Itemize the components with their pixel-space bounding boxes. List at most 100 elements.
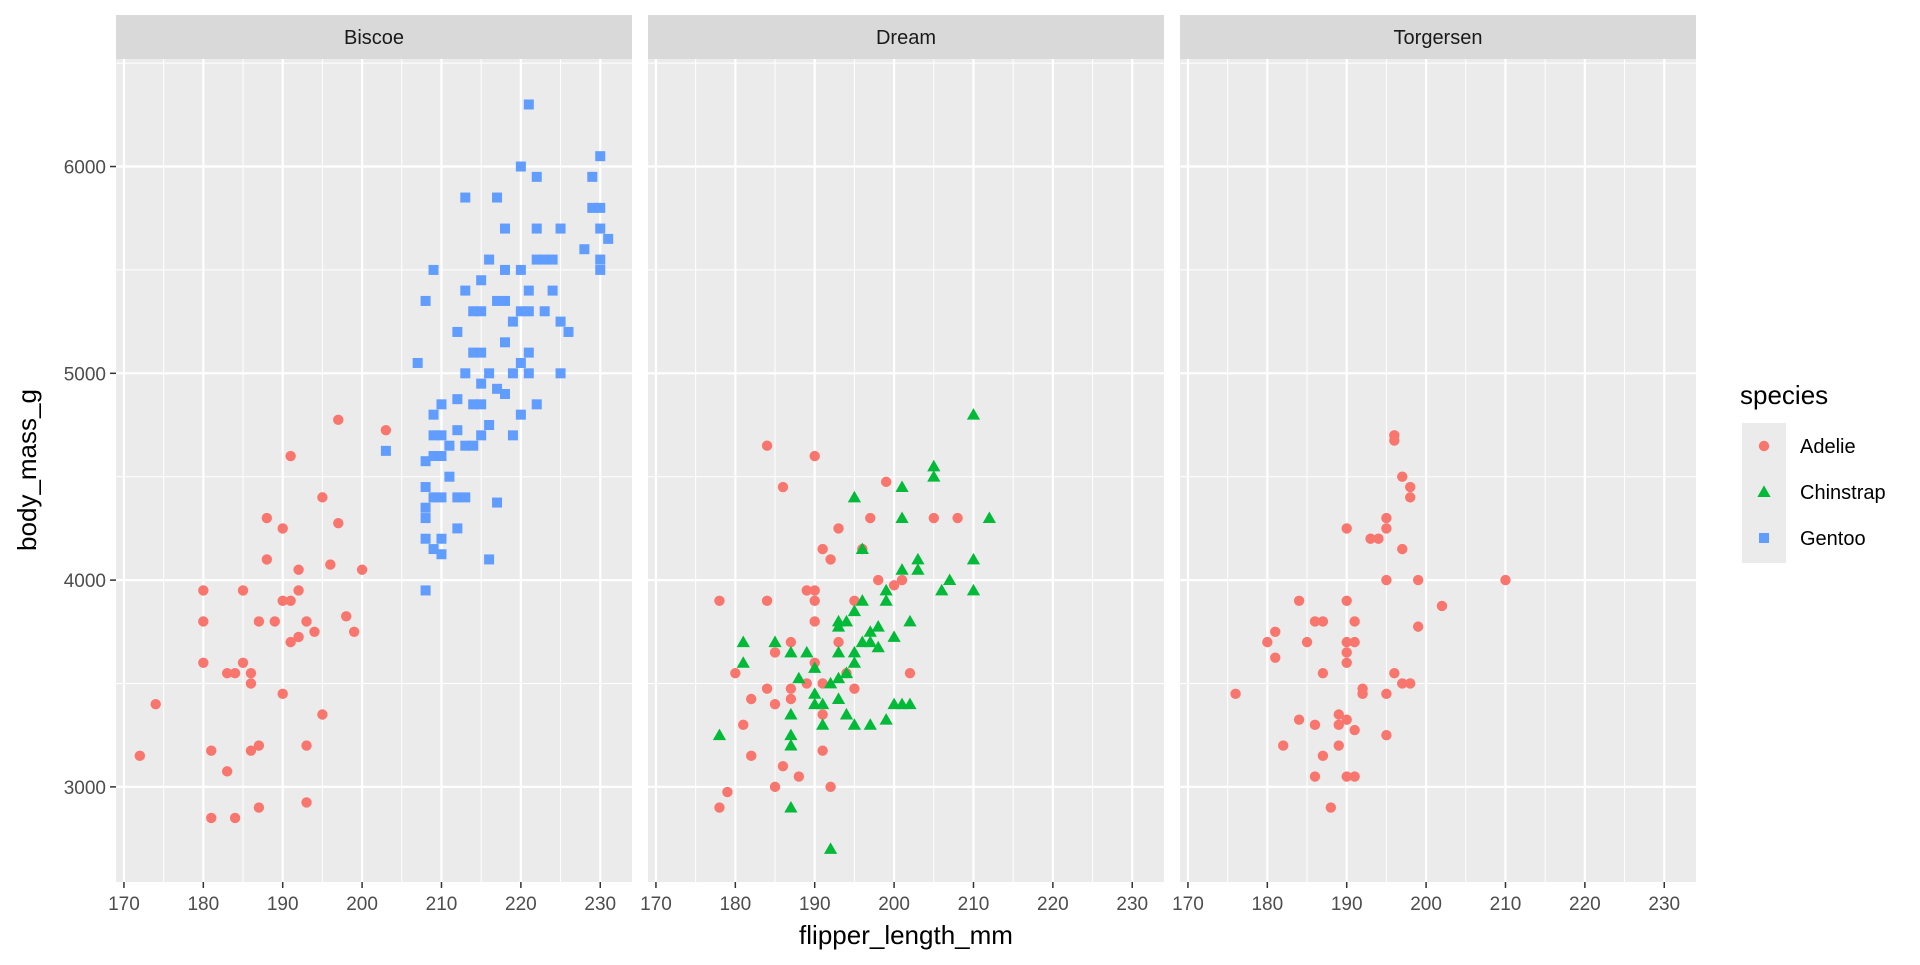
data-point-gentoo: [484, 368, 495, 379]
data-point-chinstrap: [855, 594, 869, 606]
data-point-gentoo: [452, 523, 463, 534]
data-point-adelie: [285, 595, 296, 606]
facet-strip-label: Torgersen: [1394, 27, 1483, 49]
data-point-adelie: [777, 761, 789, 772]
data-point-gentoo: [523, 368, 534, 379]
x-tick-label: 220: [1569, 894, 1601, 915]
legend-key-gentoo: [1759, 533, 1769, 543]
data-point-adelie: [237, 585, 249, 596]
data-point-adelie: [1389, 430, 1400, 441]
data-point-adelie: [1349, 616, 1360, 627]
data-point-adelie: [325, 559, 336, 570]
data-point-adelie: [341, 611, 352, 622]
data-point-chinstrap: [823, 842, 838, 854]
x-tick-label: 200: [1410, 894, 1442, 915]
data-point-chinstrap: [792, 671, 806, 684]
data-point-gentoo: [515, 409, 526, 420]
data-point-adelie: [1381, 574, 1392, 586]
data-point-adelie: [785, 683, 797, 694]
data-point-chinstrap: [911, 552, 925, 565]
data-point-adelie: [293, 564, 304, 575]
legend-label-chinstrap: Chinstrap: [1800, 482, 1886, 504]
legend-entries: Adelie Chinstrap Gentoo: [1757, 436, 1886, 550]
x-tick-label: 230: [1648, 894, 1680, 915]
data-point-chinstrap: [816, 697, 830, 710]
x-tick-label: 230: [584, 894, 616, 915]
data-point-adelie: [245, 745, 257, 756]
data-point-adelie: [880, 476, 892, 488]
data-point-adelie: [229, 812, 241, 824]
data-point-gentoo: [523, 285, 534, 296]
data-point-adelie: [1333, 740, 1344, 751]
data-point-adelie: [761, 595, 773, 606]
data-point-gentoo: [484, 254, 495, 265]
data-point-gentoo: [555, 316, 566, 327]
data-point-adelie: [1230, 688, 1241, 700]
data-point-adelie: [1412, 574, 1424, 586]
data-point-adelie: [1397, 678, 1408, 689]
x-tick-label: 210: [1490, 894, 1522, 915]
x-tick-label: 170: [108, 894, 140, 915]
data-point-gentoo: [555, 368, 566, 379]
data-point-adelie: [245, 678, 257, 689]
data-point-gentoo: [436, 399, 447, 410]
data-point-adelie: [809, 616, 820, 627]
data-point-gentoo: [507, 316, 518, 327]
data-point-gentoo: [499, 388, 510, 399]
data-point-adelie: [777, 481, 789, 493]
legend-key-adelie: [1758, 440, 1770, 452]
data-point-adelie: [1317, 616, 1329, 627]
data-point-gentoo: [436, 549, 447, 560]
data-point-gentoo: [452, 425, 463, 436]
data-point-gentoo: [484, 420, 495, 431]
data-point-adelie: [237, 657, 249, 669]
data-point-chinstrap: [784, 738, 798, 751]
data-point-chinstrap: [943, 573, 957, 586]
x-tick-label: 190: [1331, 894, 1363, 915]
facet-strip: [116, 15, 632, 59]
data-point-adelie: [285, 636, 296, 648]
facet-panel-dream: Dream 170 180 190 200 210 220 230: [640, 15, 1164, 915]
data-point-adelie: [253, 740, 265, 751]
data-point-chinstrap: [816, 718, 830, 730]
data-point-adelie: [348, 626, 360, 637]
data-point-adelie: [1278, 740, 1289, 751]
data-point-gentoo: [428, 264, 439, 275]
data-point-adelie: [134, 750, 146, 762]
data-point-adelie: [1357, 683, 1368, 694]
data-point-chinstrap: [903, 614, 917, 627]
data-point-adelie: [1325, 802, 1337, 813]
data-point-adelie: [714, 802, 725, 813]
legend-key-chinstrap: [1757, 485, 1771, 497]
x-tick-label: 220: [505, 894, 537, 915]
data-point-adelie: [1349, 724, 1360, 736]
data-point-chinstrap: [927, 459, 941, 472]
data-point-adelie: [1333, 719, 1344, 731]
series-gentoo: [380, 99, 614, 596]
data-point-chinstrap: [879, 713, 893, 725]
y-tick-label: 3000: [64, 778, 106, 799]
data-point-adelie: [221, 766, 233, 777]
data-point-adelie: [833, 636, 844, 648]
data-point-gentoo: [515, 264, 526, 275]
data-point-adelie: [333, 414, 344, 426]
data-point-gentoo: [579, 244, 590, 255]
data-point-adelie: [1309, 616, 1321, 627]
data-point-adelie: [849, 683, 860, 694]
data-point-gentoo: [523, 306, 534, 317]
data-point-gentoo: [436, 492, 447, 503]
data-point-gentoo: [492, 295, 503, 306]
data-point-gentoo: [515, 306, 526, 317]
data-point-adelie: [1412, 621, 1424, 632]
data-point-adelie: [380, 424, 392, 436]
data-point-gentoo: [484, 554, 495, 565]
data-point-adelie: [825, 781, 836, 793]
data-point-gentoo: [539, 254, 550, 265]
data-point-adelie: [269, 616, 280, 627]
data-point-chinstrap: [847, 656, 861, 668]
data-point-adelie: [301, 616, 312, 627]
data-point-gentoo: [428, 544, 439, 555]
data-point-adelie: [801, 585, 812, 596]
data-point-adelie: [1341, 636, 1352, 648]
data-point-adelie: [769, 647, 781, 658]
